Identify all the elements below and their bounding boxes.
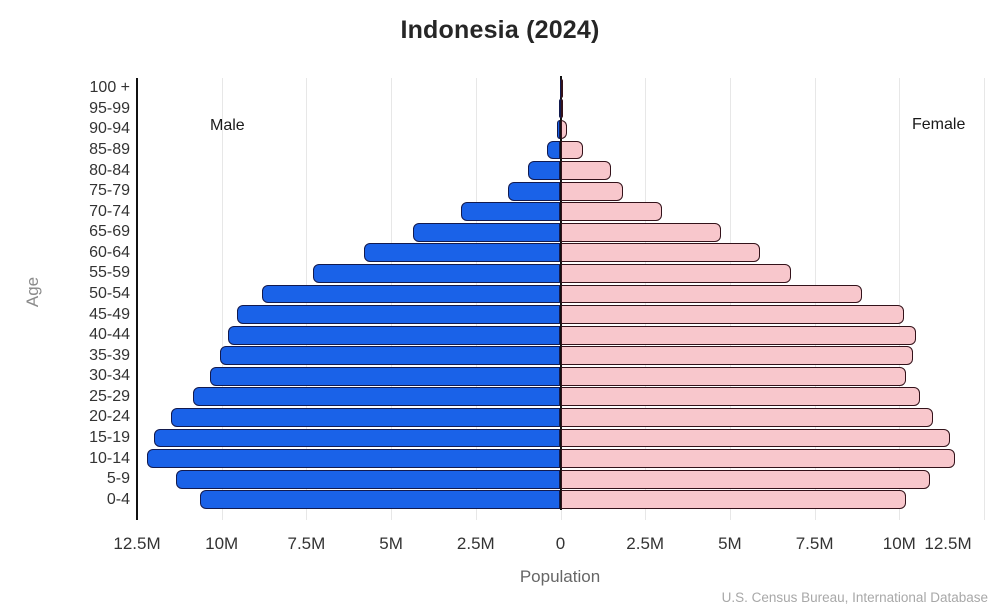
- bar-male-65-69: [413, 222, 561, 242]
- age-tick-label: 80-84: [89, 161, 130, 179]
- age-tick-label: 50-54: [89, 285, 130, 302]
- x-tick-label: 12.5M: [924, 534, 972, 553]
- bar-male-50-54: [262, 284, 561, 304]
- bar-female-80-84: [560, 161, 612, 180]
- bar-female-65-69: [560, 222, 722, 242]
- age-tick-label: 30-34: [89, 367, 130, 385]
- bar-male-30-34: [209, 366, 561, 386]
- bar-female-95-99: [560, 99, 563, 119]
- age-tick-label: 20-24: [89, 408, 130, 426]
- source-attribution: U.S. Census Bureau, International Databa…: [721, 590, 988, 605]
- age-tick-label: 45-49: [89, 305, 130, 323]
- bar-female-40-44: [560, 325, 917, 345]
- age-tick-label: 15-19: [89, 429, 130, 446]
- bar-female-10-14: [560, 449, 956, 468]
- age-tick-label: 25-29: [89, 387, 130, 405]
- bar-female-100+: [560, 78, 563, 98]
- gridline: [984, 78, 985, 520]
- bar-female-0-4: [560, 490, 907, 510]
- bar-female-5-9: [560, 469, 930, 489]
- bar-male-60-64: [363, 243, 561, 263]
- bar-male-5-9: [175, 469, 561, 489]
- bar-female-35-39: [560, 346, 913, 366]
- bar-male-70-74: [460, 202, 561, 222]
- bar-male-35-39: [220, 346, 561, 366]
- bar-male-80-84: [528, 161, 561, 180]
- x-tick-label: 10M: [882, 534, 916, 553]
- bar-female-15-19: [560, 428, 951, 448]
- bar-female-90-94: [560, 119, 568, 139]
- age-tick-label: 40-44: [89, 326, 130, 344]
- bar-male-10-14: [147, 449, 561, 468]
- x-tick-label: 2.5M: [456, 534, 495, 553]
- bar-female-20-24: [560, 407, 934, 427]
- x-tick-label: 12.5M: [113, 534, 161, 553]
- x-tick-label: 5M: [379, 534, 403, 553]
- x-tick-label: 2.5M: [626, 534, 665, 553]
- bar-female-75-79: [560, 181, 624, 201]
- age-tick-label: 85-89: [89, 141, 130, 158]
- bar-male-90-94: [556, 119, 561, 139]
- male-side-label: Male: [210, 117, 245, 134]
- x-tick-label: 7.5M: [287, 534, 326, 553]
- bar-male-0-4: [199, 490, 561, 510]
- bar-male-75-79: [507, 181, 561, 201]
- bar-male-85-89: [546, 140, 561, 160]
- bar-male-45-49: [236, 305, 561, 324]
- bar-female-30-34: [560, 366, 907, 386]
- age-tick-label: 5-9: [106, 470, 130, 488]
- age-tick-label: 10-14: [89, 449, 130, 467]
- x-tick-label: 5M: [718, 534, 742, 553]
- y-axis-title: Age: [23, 276, 43, 308]
- bar-female-45-49: [560, 305, 905, 324]
- bar-male-55-59: [313, 263, 561, 283]
- x-tick-label: 10M: [205, 534, 239, 553]
- age-tick-label: 60-64: [89, 243, 130, 261]
- x-tick-label: 7.5M: [795, 534, 834, 553]
- chart-title: Indonesia (2024): [400, 16, 600, 44]
- age-tick-label: 55-59: [89, 264, 130, 282]
- female-side-label: Female: [912, 116, 966, 133]
- age-tick-label: 100 +: [89, 79, 130, 97]
- bar-male-20-24: [170, 407, 561, 427]
- bar-female-55-59: [560, 263, 791, 283]
- bar-male-15-19: [153, 428, 561, 448]
- age-tick-label: 35-39: [89, 346, 130, 364]
- bar-female-70-74: [560, 202, 663, 222]
- bar-female-85-89: [560, 140, 583, 160]
- bar-female-60-64: [560, 243, 761, 263]
- bar-female-25-29: [560, 387, 920, 407]
- x-tick-label: 0: [555, 534, 566, 553]
- age-tick-label: 0-4: [106, 490, 130, 508]
- bar-female-50-54: [560, 284, 863, 304]
- age-tick-label: 90-94: [89, 120, 130, 138]
- y-axis-line: [136, 78, 138, 520]
- age-tick-label: 70-74: [89, 202, 130, 220]
- age-tick-label: 65-69: [89, 223, 130, 241]
- gridline: [899, 78, 901, 520]
- age-tick-label: 75-79: [89, 182, 130, 200]
- gridline: [221, 78, 223, 520]
- age-tick-label: 95-99: [89, 99, 130, 117]
- bar-male-25-29: [192, 387, 561, 407]
- bar-male-40-44: [228, 325, 561, 345]
- x-axis-title: Population: [519, 567, 601, 586]
